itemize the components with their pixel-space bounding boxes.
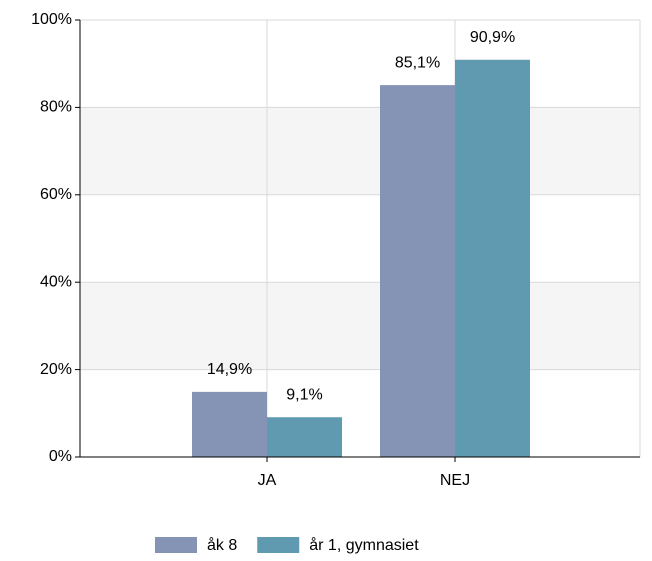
x-tick-label: NEJ xyxy=(440,472,470,489)
legend-label: åk 8 xyxy=(207,536,237,554)
grid-band xyxy=(80,282,640,370)
x-tick-label: JA xyxy=(258,472,277,489)
legend-label: år 1, gymnasiet xyxy=(309,536,419,554)
data-label: 14,9% xyxy=(207,361,252,378)
legend-swatch xyxy=(257,537,300,553)
bar xyxy=(192,391,267,457)
data-label: 85,1% xyxy=(395,54,440,71)
y-tick-label: 40% xyxy=(40,273,72,290)
y-tick-label: 60% xyxy=(40,186,72,203)
bar xyxy=(455,59,530,457)
y-tick-label: 20% xyxy=(40,361,72,378)
y-tick-label: 0% xyxy=(49,448,72,465)
data-label: 90,9% xyxy=(470,29,515,46)
y-tick-label: 100% xyxy=(31,11,72,28)
bar xyxy=(380,85,455,457)
grid-band xyxy=(80,107,640,195)
bar xyxy=(267,417,342,457)
legend-swatch xyxy=(155,537,197,553)
y-tick-label: 80% xyxy=(40,99,72,116)
data-label: 9,1% xyxy=(286,386,322,403)
